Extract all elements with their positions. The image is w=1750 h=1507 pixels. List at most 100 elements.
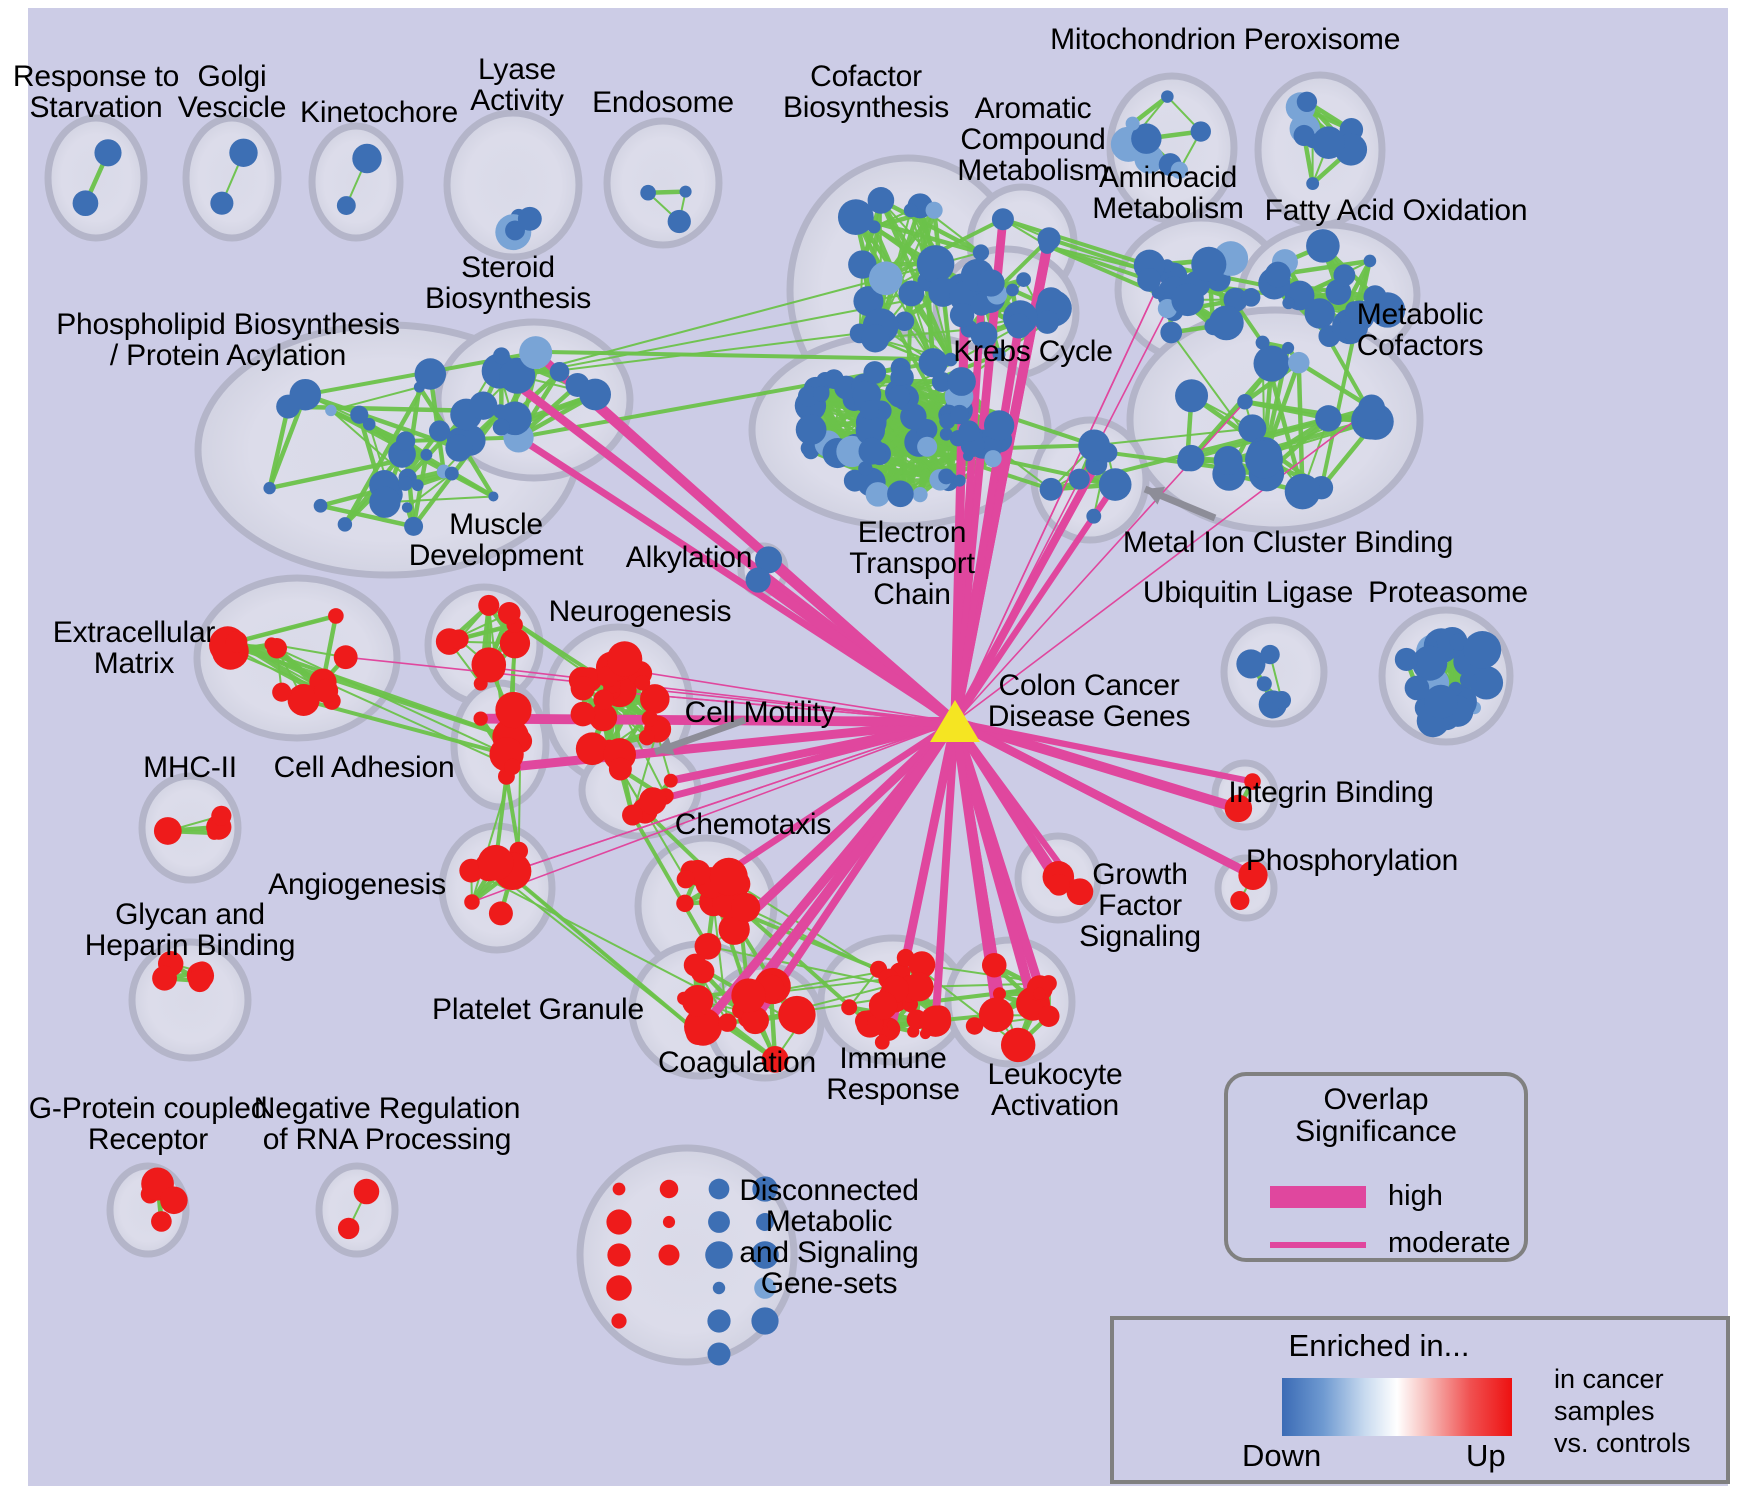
gene-set-node [1256,676,1272,692]
gene-set-node [488,901,513,926]
gene-overlap-edge [411,410,503,528]
gene-set-node [887,385,910,408]
gene-set-node [640,684,670,714]
gene-set-node [778,995,816,1034]
gene-set-node [549,361,570,382]
cluster-label-proteasome: Proteasome [1368,576,1528,609]
gene-set-node [658,1244,680,1266]
gene-set-node [266,638,287,659]
gene-set-node [622,804,643,826]
overlap-high-label: high [1388,1180,1443,1212]
cluster-label-phospholipid-biosynthesis-protein-acylation: Phospholipid Biosynthesis / Protein Acyl… [56,308,400,372]
inter-cluster-edge [516,251,982,377]
cluster-label-cell-adhesion: Cell Adhesion [273,751,455,784]
cluster-label-mitochondrion: Mitochondrion [1050,23,1236,56]
gene-set-node [694,932,722,960]
gene-set-node [916,245,955,283]
gene-set-node [1363,285,1387,309]
gene-set-node [313,498,328,513]
gene-set-node [1237,394,1253,410]
gene-set-node [641,710,659,727]
gene-set-node [1006,283,1019,297]
cluster-label-peroxisome: Peroxisome [1243,23,1401,56]
cluster-label-growth-factor-signaling: Growth Factor Signaling [1079,858,1201,953]
gene-set-node [459,858,484,883]
gene-set-node [1287,351,1310,374]
cluster-label-mhc-ii: MHC-II [143,751,237,784]
cluster-label-endosome: Endosome [592,86,734,119]
gene-set-node [983,410,1015,441]
gene-set-node [992,347,1006,361]
gene-set-node [160,1186,188,1215]
gene-set-node [1177,444,1205,472]
gene-set-node [1006,313,1032,339]
inter-cluster-edge [495,861,699,1034]
gene-set-node [1191,246,1227,282]
gene-set-node [1412,645,1448,681]
gene-set-node [1463,631,1502,669]
gene-set-node [398,476,413,491]
gene-set-node [478,594,500,616]
gene-set-node [1190,121,1211,142]
gene-set-node [611,1313,627,1329]
gene-set-node [634,675,651,691]
hub-overlap-edge [950,717,1258,880]
gene-set-node [1208,305,1244,341]
inter-cluster-edge [236,640,513,768]
gene-set-node [1264,261,1291,288]
inter-cluster-edge [1046,243,1150,282]
gene-overlap-edge [1297,360,1373,410]
gene-set-node [751,1241,779,1269]
overlap-moderate-label: moderate [1388,1227,1511,1259]
gene-set-node [965,1017,984,1035]
gene-set-node [606,1275,632,1301]
inter-cluster-edge [488,866,699,1034]
gene-set-node [894,311,915,332]
gene-set-node [1245,440,1283,479]
gene-set-node [917,436,938,457]
gene-set-node [1284,473,1321,510]
gene-set-node [333,645,358,670]
gene-set-node [949,302,975,328]
gene-overlap-edge [451,472,494,498]
gene-set-node [970,321,998,349]
gene-set-node [1048,873,1070,896]
gene-set-node [1035,310,1060,334]
cluster-label-aromatic-compound-metabolism: Aromatic Compound Metabolism [957,92,1109,187]
gene-set-node [1296,91,1318,112]
gene-overlap-edge [879,198,982,255]
gene-set-node [754,546,783,574]
gene-set-node [949,404,970,424]
gene-set-node [1272,690,1292,710]
gene-set-node [867,187,895,214]
gene-set-node [853,286,884,317]
cluster-label-coagulation: Coagulation [658,1046,816,1079]
gene-set-node [709,857,748,896]
gene-set-node [887,480,914,508]
gene-set-node [575,732,609,766]
gene-set-node [337,517,353,532]
inter-cluster-edge [909,986,1041,1007]
gene-set-node [469,391,498,420]
gene-set-node [745,567,771,593]
cluster-halo [443,109,583,261]
gene-set-node [1423,684,1458,719]
gene-set-node [464,894,480,910]
cluster-label-g-protein-coupled-receptor: G-Protein coupled Receptor [28,1092,268,1156]
gene-overlap-edge [320,503,415,529]
gene-set-node [188,969,212,993]
gene-set-node [848,250,877,279]
gene-set-node [843,469,866,492]
gene-set-node [579,378,612,411]
gene-set-node [939,427,953,441]
gene-set-node [225,630,248,653]
gene-set-node [1238,860,1268,891]
gene-set-node [1394,647,1418,671]
gene-set-node [499,357,536,394]
gene-set-node [676,870,695,889]
gene-set-node [1078,429,1110,462]
gene-set-node [337,1217,360,1240]
gene-set-node [712,1281,726,1295]
hub-overlap-edge [476,714,960,727]
gene-set-node [992,987,1007,1001]
